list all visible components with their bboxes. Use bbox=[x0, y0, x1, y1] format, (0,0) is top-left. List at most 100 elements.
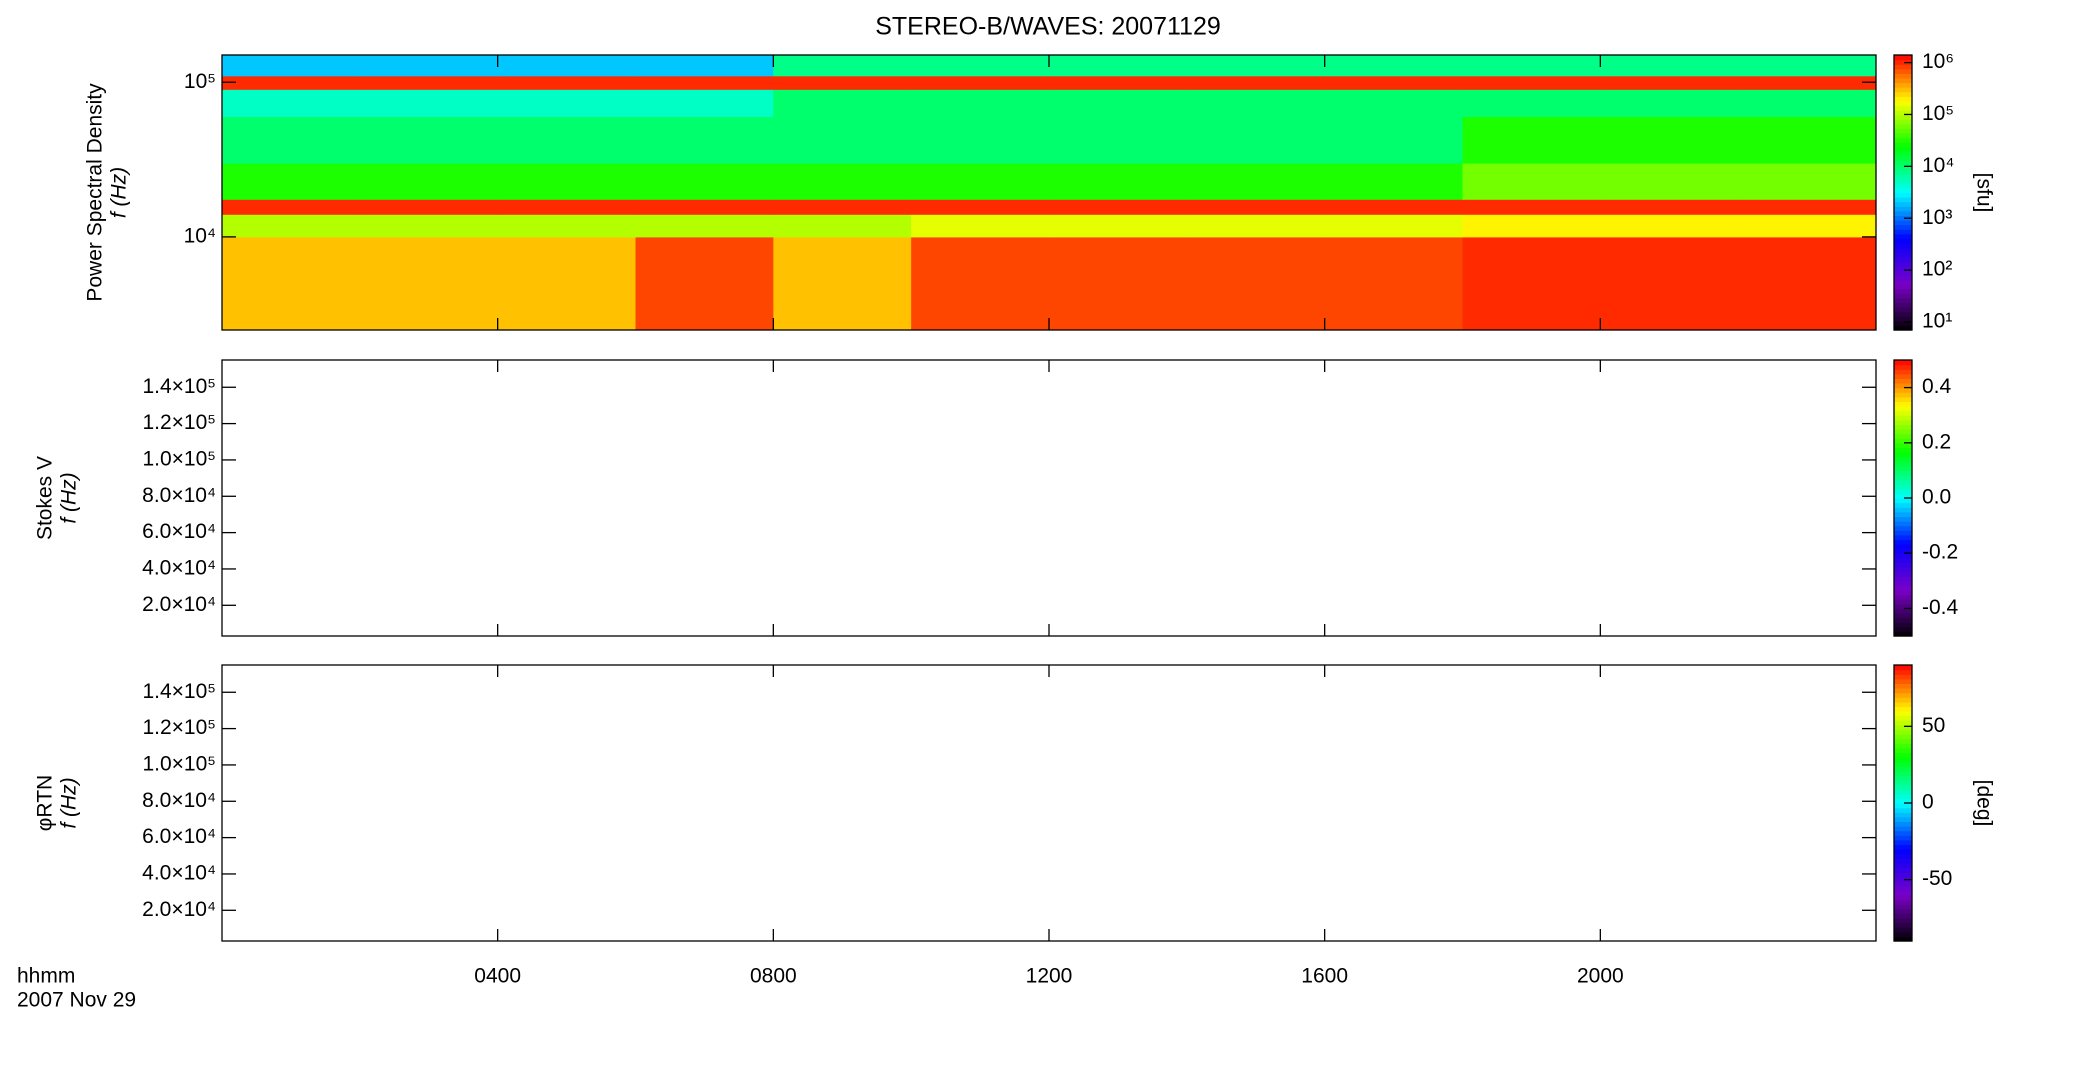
y-tick-label: 10⁵ bbox=[184, 70, 216, 93]
colorbar-segment bbox=[1894, 803, 1912, 809]
colorbar-segment bbox=[1894, 895, 1912, 901]
colorbar-segment bbox=[1894, 853, 1912, 859]
colorbar-segment bbox=[1894, 927, 1912, 933]
colorbar-segment bbox=[1894, 288, 1912, 294]
colorbar-segment bbox=[1894, 747, 1912, 753]
heatmap-cell bbox=[1049, 116, 1188, 164]
heatmap-cell bbox=[1186, 89, 1326, 118]
colorbar-segment bbox=[1894, 918, 1912, 924]
colorbar-tick-label: -50 bbox=[1922, 867, 1952, 890]
colorbar-segment bbox=[1894, 59, 1912, 65]
colorbar-segment bbox=[1894, 752, 1912, 758]
x-tick-label: 1200 bbox=[1026, 965, 1073, 988]
colorbar-segment bbox=[1894, 73, 1912, 79]
colorbar-segment bbox=[1894, 631, 1912, 637]
colorbar-segment bbox=[1894, 132, 1912, 139]
heatmap-cell bbox=[635, 199, 774, 215]
colorbar-segment bbox=[1894, 242, 1912, 249]
heatmap-cell bbox=[1186, 116, 1326, 164]
heatmap-cell bbox=[1462, 236, 1601, 331]
heatmap-cell bbox=[497, 163, 636, 200]
colorbar-segment bbox=[1894, 539, 1912, 545]
colorbar-segment bbox=[1894, 270, 1912, 276]
colorbar-segment bbox=[1894, 192, 1912, 198]
colorbar-segment bbox=[1894, 406, 1912, 412]
heatmap-cell bbox=[911, 236, 1050, 331]
colorbar-segment bbox=[1894, 401, 1912, 407]
colorbar-segment bbox=[1894, 729, 1912, 735]
colorbar-segment bbox=[1894, 475, 1912, 481]
y-axis-sublabel: f (Hz) bbox=[108, 167, 131, 218]
heatmap-cell bbox=[1186, 199, 1326, 215]
colorbar-segment bbox=[1894, 678, 1912, 684]
heatmap-cell bbox=[1462, 214, 1601, 238]
y-axis-label: φRTN bbox=[34, 775, 57, 831]
colorbar-segment bbox=[1894, 160, 1912, 166]
colorbar-segment bbox=[1894, 724, 1912, 730]
colorbar-segment bbox=[1894, 936, 1912, 942]
colorbar-segment bbox=[1894, 835, 1912, 841]
heatmap-cell bbox=[497, 75, 636, 90]
colorbar-segment bbox=[1894, 178, 1912, 184]
colorbar-segment bbox=[1894, 220, 1912, 226]
colorbar-segment bbox=[1894, 706, 1912, 712]
heatmap-cell bbox=[773, 163, 912, 200]
colorbar-segment bbox=[1894, 498, 1912, 504]
heatmap-cell bbox=[635, 75, 774, 90]
heatmap-cell bbox=[497, 199, 636, 215]
colorbar-segment bbox=[1894, 183, 1912, 189]
colorbar-segment bbox=[1894, 307, 1912, 313]
heatmap-cell bbox=[635, 163, 774, 200]
colorbar-tick-label: 0.2 bbox=[1922, 430, 1951, 453]
colorbar-segment bbox=[1894, 770, 1912, 776]
colorbar-segment bbox=[1894, 821, 1912, 827]
heatmap-cell bbox=[1600, 163, 1739, 200]
heatmap-cell bbox=[1738, 214, 1877, 238]
colorbar-segment bbox=[1894, 904, 1912, 910]
colorbar-segment bbox=[1894, 590, 1912, 596]
heatmap-cell bbox=[1324, 214, 1463, 238]
colorbar-segment bbox=[1894, 562, 1912, 568]
colorbar-segment bbox=[1894, 442, 1912, 448]
colorbar-segment bbox=[1894, 119, 1912, 125]
heatmap-cell bbox=[1738, 75, 1877, 90]
colorbar-segment bbox=[1894, 378, 1912, 384]
heatmap-cell bbox=[1462, 55, 1601, 77]
heatmap-cell bbox=[1738, 116, 1877, 164]
colorbar-segment bbox=[1894, 302, 1912, 308]
colorbar-segment bbox=[1894, 669, 1912, 675]
colorbar-segment bbox=[1894, 364, 1912, 370]
heatmap-cell bbox=[359, 75, 499, 90]
colorbar-segment bbox=[1894, 105, 1912, 111]
heatmap-cell bbox=[1600, 55, 1739, 77]
colorbar-segment bbox=[1894, 576, 1912, 582]
colorbar-segment bbox=[1894, 447, 1912, 453]
colorbar-segment bbox=[1894, 525, 1912, 531]
colorbar-segment bbox=[1894, 548, 1912, 554]
colorbar-segment bbox=[1894, 77, 1912, 84]
x-tick-label: 2000 bbox=[1577, 965, 1624, 988]
heatmap-cell bbox=[911, 75, 1050, 90]
colorbar-segment bbox=[1894, 252, 1912, 258]
colorbar-segment bbox=[1894, 187, 1912, 194]
heatmap-cell bbox=[773, 89, 912, 118]
colorbar-segment bbox=[1894, 151, 1912, 157]
date-label: 2007 Nov 29 bbox=[17, 989, 136, 1012]
heatmap-cell bbox=[222, 214, 361, 238]
heatmap-cell bbox=[773, 116, 912, 164]
heatmap-cell bbox=[1600, 89, 1739, 118]
colorbar-segment bbox=[1894, 890, 1912, 896]
heatmap-cell bbox=[911, 163, 1050, 200]
heatmap-cell bbox=[773, 214, 912, 238]
heatmap-cell bbox=[359, 199, 499, 215]
colorbar-segment bbox=[1894, 55, 1912, 61]
colorbar-tick-label: 0.0 bbox=[1922, 486, 1951, 509]
colorbar-segment bbox=[1894, 931, 1912, 937]
colorbar-segment bbox=[1894, 123, 1912, 129]
colorbar-tick-label: 50 bbox=[1922, 714, 1945, 737]
colorbar-segment bbox=[1894, 899, 1912, 905]
colorbar-segment bbox=[1894, 885, 1912, 891]
heatmap-cell bbox=[359, 163, 499, 200]
colorbar-segment bbox=[1894, 530, 1912, 536]
colorbar-segment bbox=[1894, 128, 1912, 134]
